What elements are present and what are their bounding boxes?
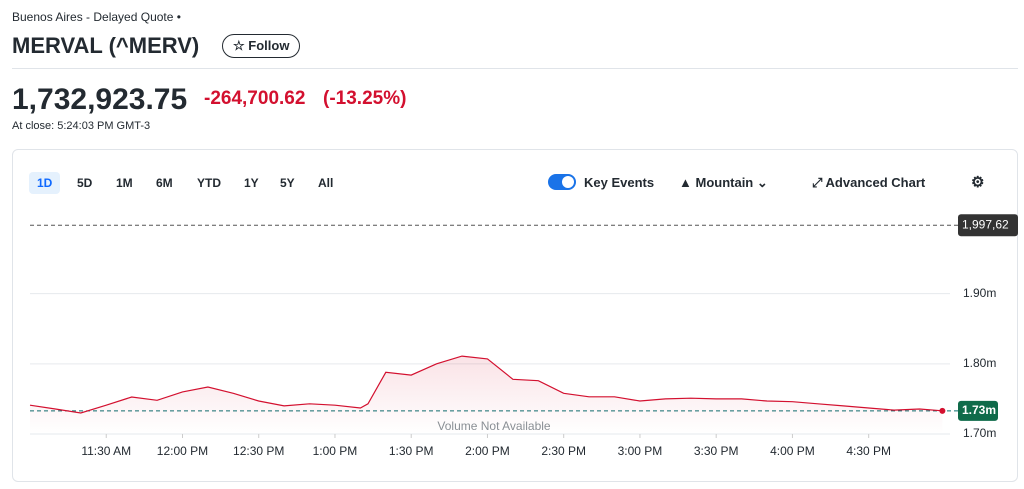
price: 1,732,923.75	[12, 83, 188, 116]
advanced-label: Advanced Chart	[825, 175, 926, 190]
key-events-toggle[interactable]	[548, 174, 576, 190]
title: MERVAL (^MERV)	[12, 33, 200, 58]
x-tick-label: 3:00 PM	[618, 444, 663, 458]
previous-close-label: 1,997,62	[962, 217, 1009, 231]
range-tab[interactable]: 1M	[116, 176, 133, 190]
range-tab[interactable]: 5Y	[280, 176, 295, 190]
range-tab[interactable]: 6M	[156, 176, 173, 190]
divider	[12, 68, 1018, 69]
x-tick-label: 12:00 PM	[157, 444, 208, 458]
advanced-chart[interactable]: ⤢ Advanced Chart	[812, 175, 926, 190]
chart-type-label: Mountain	[695, 175, 754, 190]
x-tick-label: 4:00 PM	[770, 444, 815, 458]
change: -264,700.62	[204, 88, 306, 109]
range-tab[interactable]: YTD	[197, 176, 221, 190]
x-tick-label: 12:30 PM	[233, 444, 284, 458]
settings[interactable]: ⚙	[971, 174, 985, 191]
y-tick-label: 1.80m	[963, 356, 996, 370]
x-tick-label: 2:30 PM	[541, 444, 586, 458]
x-tick-label: 4:30 PM	[846, 444, 891, 458]
chart-card	[12, 149, 1018, 482]
x-tick-label: 2:00 PM	[465, 444, 510, 458]
last-point	[939, 407, 946, 414]
y-tick-label: 1.70m	[963, 426, 996, 440]
key-events[interactable]: Key Events	[584, 175, 655, 190]
follow-button[interactable]: ☆ Follow	[222, 34, 301, 58]
y-tick-label: 1.90m	[963, 286, 996, 300]
range-tab[interactable]: 1Y	[244, 176, 259, 190]
price-line	[29, 355, 943, 414]
previous-close-box	[958, 214, 1018, 237]
volume-note: Volume Not Available	[437, 419, 551, 433]
last-price-box	[958, 400, 998, 421]
x-tick-label: 1:30 PM	[389, 444, 434, 458]
last-price-label: 1.73m	[962, 403, 996, 417]
x-tick-label: 1:00 PM	[313, 444, 358, 458]
exchange: Buenos Aires - Delayed Quote •	[12, 10, 181, 24]
follow-label: Follow	[248, 38, 290, 53]
x-tick-label: 3:30 PM	[694, 444, 739, 458]
range-tab[interactable]: All	[318, 176, 334, 190]
chart-type[interactable]: ▲ Mountain ⌄	[679, 175, 768, 190]
x-tick-label: 11:30 AM	[81, 444, 131, 458]
change-percent: (-13.25%)	[323, 88, 407, 109]
area-fill	[30, 356, 943, 434]
close-time: At close: 5:24:03 PM GMT-3	[12, 120, 151, 132]
range-tab[interactable]: 5D	[77, 176, 93, 190]
range-tab[interactable]: 1D	[29, 172, 61, 194]
